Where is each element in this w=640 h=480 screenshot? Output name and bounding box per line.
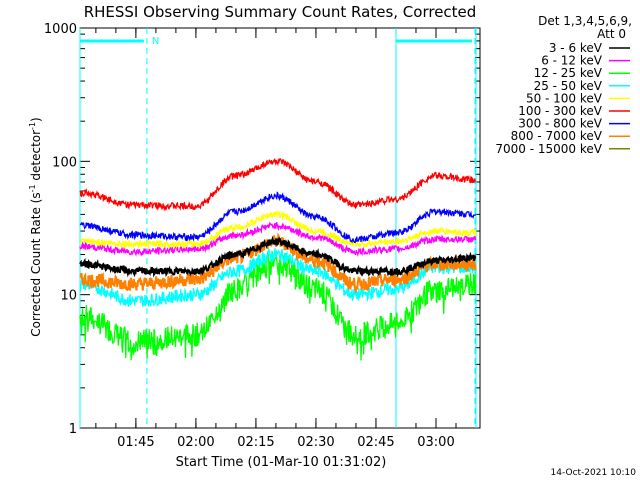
y-tick-label: 1 (69, 422, 77, 437)
legend-label: 50 - 100 keV (526, 91, 603, 105)
x-axis-label: Start Time (01-Mar-10 01:31:02) (176, 455, 387, 470)
y-tick-label: 10 (60, 289, 77, 304)
series-line-100-300-keV (79, 157, 476, 212)
legend-label: 300 - 800 keV (518, 117, 602, 131)
legend-header-line2: Att 0 (597, 27, 626, 41)
x-tick-label: 02:30 (297, 435, 334, 450)
series-line-3-6-keV (79, 235, 477, 278)
x-tick-label: 03:00 (417, 435, 454, 450)
footer-timestamp: 14-Oct-2021 10:10 (551, 468, 637, 478)
legend-label: 7000 - 15000 keV (495, 142, 602, 156)
x-tick-label: 01:45 (117, 435, 154, 450)
y-tick-label: 1000 (44, 22, 77, 37)
x-tick-label: 02:00 (177, 435, 214, 450)
legend-label: 6 - 12 keV (541, 54, 603, 68)
time-markers: N (79, 28, 477, 428)
x-tick-label: 02:45 (357, 435, 394, 450)
series-layer (79, 157, 477, 361)
series-line-300-800-keV (79, 191, 477, 244)
y-tick-label: 100 (52, 155, 77, 170)
series-line-25-50-keV (79, 247, 477, 308)
x-tick-label: 02:15 (237, 435, 274, 450)
series-line-6-12-keV (79, 221, 477, 258)
legend-header-line1: Det 1,3,4,5,6,9, (538, 14, 632, 28)
chart-title: RHESSI Observing Summary Count Rates, Co… (84, 3, 477, 21)
legend-label: 25 - 50 keV (534, 79, 603, 93)
legend-label: 100 - 300 keV (518, 104, 602, 118)
legend-label: 12 - 25 keV (534, 66, 603, 80)
axes: 1 10 100 1000 01:45 02:00 02:15 02:30 02:45 03:00 (44, 22, 481, 450)
series-line-12-25-keV (79, 251, 477, 361)
y-axis-label: Corrected Count Rate (s-1 detector-1) (28, 117, 43, 336)
legend-label: 800 - 7000 keV (511, 129, 603, 143)
top-bar-label: N (152, 36, 159, 47)
series-line-50-100-keV (79, 210, 477, 250)
legend-label: 3 - 6 keV (549, 41, 603, 55)
